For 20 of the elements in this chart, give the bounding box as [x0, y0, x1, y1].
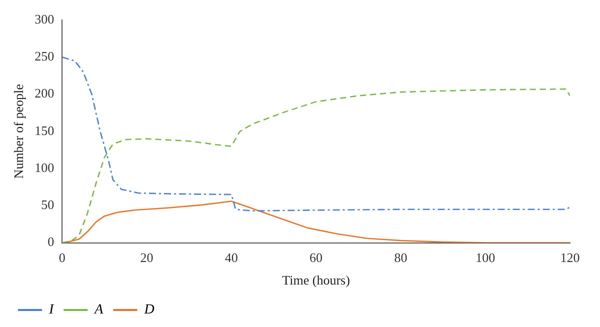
x-tick-label: 100: [476, 250, 496, 266]
y-tick-label: 150: [34, 122, 54, 138]
x-tick-label: 40: [224, 250, 238, 266]
y-tick-label: 200: [34, 86, 54, 101]
y-tick-label: 300: [34, 11, 54, 26]
x-tick-label: 120: [560, 250, 580, 266]
x-axis-title: Time (hours): [282, 272, 350, 288]
x-tick-label: 20: [140, 250, 154, 266]
y-tick-label: 50: [41, 197, 54, 212]
y-axis-title: Number of people: [11, 84, 26, 179]
legend-label: D: [143, 302, 154, 318]
y-tick-label: 100: [34, 160, 54, 175]
legend-label: I: [48, 302, 55, 318]
y-tick-label: 0: [48, 234, 54, 250]
x-tick-label: 0: [58, 250, 66, 266]
y-tick-label: 250: [34, 48, 54, 64]
x-tick-label: 80: [394, 250, 408, 266]
x-tick-label: 60: [310, 250, 323, 266]
line-series: [62, 56, 570, 212]
legend-label: A: [94, 302, 104, 318]
